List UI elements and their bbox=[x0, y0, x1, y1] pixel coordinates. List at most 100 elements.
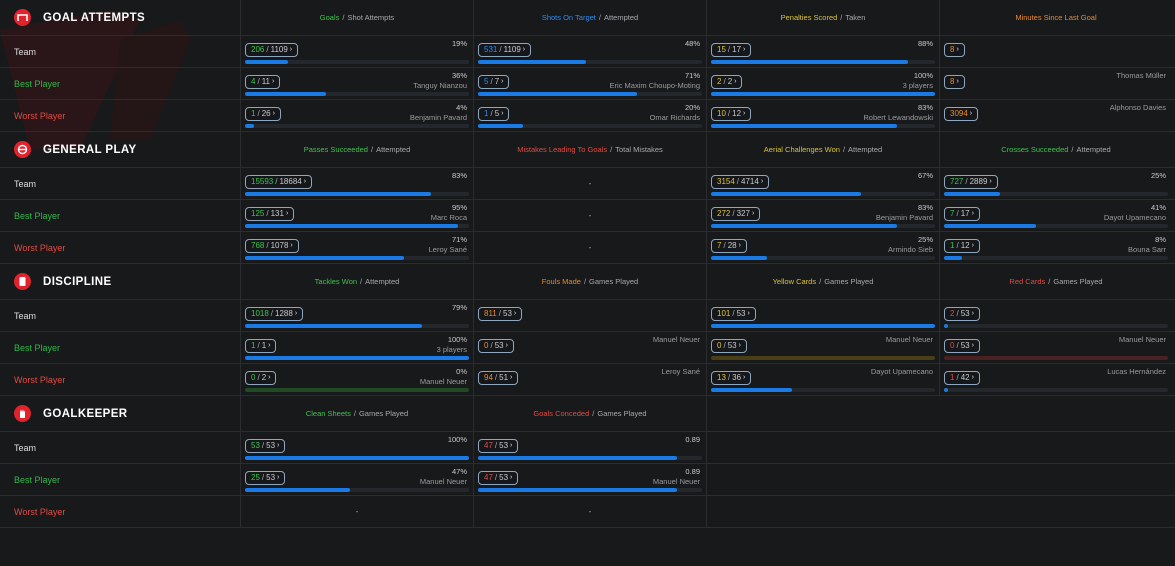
stat-cell: 0/53 › Manuel Neuer bbox=[706, 332, 939, 363]
stat-value-button[interactable]: 1018/1288 › bbox=[245, 306, 304, 321]
stat-cell: 3154/4714 › 67% bbox=[706, 168, 939, 199]
player-name: Armindo Sieb bbox=[887, 244, 933, 254]
stat-slash: / bbox=[266, 45, 269, 54]
stat-value-button[interactable]: 531/1109 › bbox=[478, 42, 532, 57]
column-separator: / bbox=[1048, 277, 1051, 286]
progress-fill bbox=[245, 456, 469, 460]
stat-value-button[interactable]: 727/2889 › bbox=[944, 174, 998, 189]
column-header: Mistakes Leading To Goals / Total Mistakes bbox=[473, 132, 706, 167]
stat-percent: 71% bbox=[684, 71, 700, 80]
row-label-best: Best Player bbox=[14, 78, 61, 89]
progress-fill bbox=[245, 124, 254, 128]
stat-value-button[interactable]: 0/53 › bbox=[478, 338, 514, 353]
stat-value-button[interactable]: 272/327 › bbox=[711, 206, 761, 221]
stat-numerator: 0 bbox=[484, 341, 489, 350]
stat-value-button[interactable]: 10/12 › bbox=[711, 106, 752, 121]
stat-value-button[interactable]: 3094 › bbox=[944, 106, 979, 121]
stat-value-button[interactable]: 47/53 › bbox=[478, 438, 519, 453]
progress-bar bbox=[944, 256, 1168, 260]
progress-fill bbox=[245, 356, 469, 360]
stat-value-button[interactable]: 1/42 › bbox=[944, 370, 980, 385]
table-row: Team 53/53 › 100% 47/53 › 0.89 bbox=[0, 432, 1175, 464]
stat-value-button[interactable]: 0/53 › bbox=[711, 338, 747, 353]
chevron-right-icon: › bbox=[277, 474, 280, 481]
stat-numerator: 25 bbox=[251, 473, 260, 482]
player-name: 3 players bbox=[436, 344, 467, 354]
stat-value-button[interactable]: 0/2 › bbox=[245, 370, 277, 385]
column-secondary-label: Games Played bbox=[1053, 277, 1103, 286]
stat-value-button[interactable]: 206/1109 › bbox=[245, 42, 299, 57]
chevron-right-icon: › bbox=[738, 242, 741, 249]
stat-value-button[interactable]: 15593/18684 › bbox=[245, 174, 313, 189]
stat-value-button[interactable]: 125/131 › bbox=[245, 206, 295, 221]
progress-bar bbox=[711, 224, 935, 228]
stat-value-button[interactable]: 4/11 › bbox=[245, 74, 281, 89]
table-row: Team 206/1109 › 19% 531/1109 › 48% 15/17 › 88% 8 › bbox=[0, 36, 1175, 68]
stat-numerator: 5 bbox=[484, 77, 489, 86]
stat-denominator: 327 bbox=[736, 209, 750, 218]
stat-value-button[interactable]: 8 › bbox=[944, 74, 965, 89]
stat-slash: / bbox=[494, 373, 498, 382]
stat-numerator: 47 bbox=[484, 441, 493, 450]
stat-value-button[interactable]: 15/17 › bbox=[711, 42, 752, 57]
stat-detail: Dayot Upamecano bbox=[871, 367, 933, 377]
chevron-right-icon: › bbox=[272, 110, 275, 117]
stat-value-button[interactable]: 811/53 › bbox=[478, 306, 523, 321]
stat-value-button[interactable]: 2/53 › bbox=[944, 306, 980, 321]
stat-detail: 0.89 Manuel Neuer bbox=[653, 467, 700, 486]
stat-value-button[interactable]: 47/53 › bbox=[478, 470, 519, 485]
stat-value-button[interactable]: 0/53 › bbox=[944, 338, 980, 353]
column-separator: / bbox=[610, 145, 613, 154]
stat-value-button[interactable]: 2/2 › bbox=[711, 74, 743, 89]
column-separator: / bbox=[598, 13, 601, 22]
progress-fill bbox=[711, 256, 767, 260]
stat-value-button[interactable]: 53/53 › bbox=[245, 438, 286, 453]
stat-denominator: 28 bbox=[727, 241, 737, 250]
stat-slash: / bbox=[257, 109, 260, 118]
stat-cell bbox=[706, 496, 939, 527]
chevron-right-icon: › bbox=[303, 178, 307, 185]
stat-value-button[interactable]: 13/36 › bbox=[711, 370, 752, 385]
chevron-right-icon: › bbox=[971, 242, 974, 249]
column-primary-label: Aerial Challenges Won bbox=[763, 145, 840, 154]
stat-denominator: 1109 bbox=[503, 45, 521, 54]
player-name: Robert Lewandowski bbox=[863, 112, 933, 122]
progress-bar bbox=[245, 356, 469, 360]
stat-value-button[interactable]: 8 › bbox=[944, 42, 965, 57]
column-primary-label: Yellow Cards bbox=[772, 277, 817, 286]
stat-value-button[interactable]: 101/53 › bbox=[711, 306, 756, 321]
stat-numerator: 727 bbox=[950, 177, 964, 186]
stat-value-button[interactable]: 1/1 › bbox=[245, 338, 277, 353]
section-goalkeeper: GOALKEEPER Clean Sheets / Games Played Goals… bbox=[0, 396, 1175, 528]
stat-numerator: 7 bbox=[717, 241, 722, 250]
stat-percent: 8% bbox=[1155, 235, 1166, 244]
stat-percent: 79% bbox=[451, 303, 467, 312]
stat-slash: / bbox=[956, 241, 959, 250]
stat-value-button[interactable]: 3154/4714 › bbox=[711, 174, 770, 189]
progress-bar bbox=[245, 388, 469, 392]
stat-percent: 100% bbox=[913, 71, 933, 80]
stat-value-button[interactable]: 25/53 › bbox=[245, 470, 286, 485]
progress-bar bbox=[478, 488, 702, 492]
section-title-text: GOALKEEPER bbox=[43, 407, 128, 420]
stat-detail: 25% bbox=[1151, 171, 1166, 181]
row-label-team: Team bbox=[14, 178, 37, 189]
stat-value-button[interactable]: 94/51 › bbox=[478, 370, 519, 385]
column-secondary-label: Total Mistakes bbox=[615, 145, 663, 154]
stat-slash: / bbox=[956, 209, 959, 218]
empty-value: - bbox=[355, 507, 359, 516]
stat-value-button[interactable]: 1/12 › bbox=[944, 238, 980, 253]
stat-cell: 47/53 › 0.89 bbox=[473, 432, 706, 463]
stat-value-button[interactable]: 7/17 › bbox=[944, 206, 980, 221]
stat-value-button[interactable]: 1/26 › bbox=[245, 106, 281, 121]
progress-fill bbox=[711, 324, 935, 328]
stat-denominator: 53 bbox=[499, 473, 509, 482]
stat-value-button[interactable]: 7/28 › bbox=[711, 238, 747, 253]
stat-value-button[interactable]: 5/7 › bbox=[478, 74, 510, 89]
stat-value-button[interactable]: 768/1078 › bbox=[245, 238, 299, 253]
stat-cell: 47/53 › 0.89 Manuel Neuer bbox=[473, 464, 706, 495]
row-label-worst: Worst Player bbox=[14, 242, 66, 253]
stat-value-button[interactable]: 1/5 › bbox=[478, 106, 510, 121]
row-label-best: Best Player bbox=[14, 342, 61, 353]
column-secondary-label: Attempted bbox=[1076, 145, 1111, 154]
